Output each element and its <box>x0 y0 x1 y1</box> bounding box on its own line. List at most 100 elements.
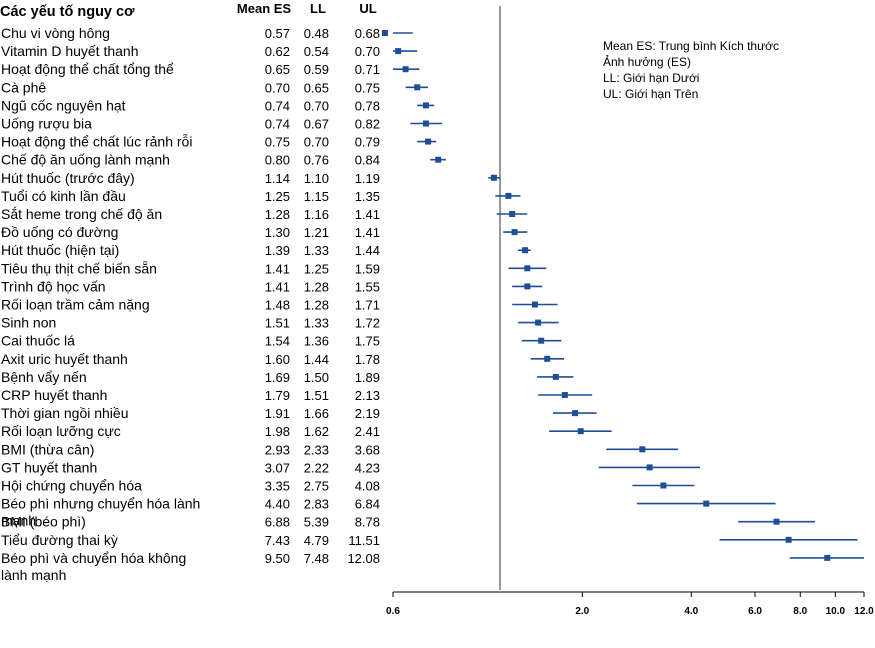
row-ll: 1.44 <box>304 352 329 367</box>
row-label: Béo phì và chuyển hóa không lành mạnh <box>1 550 186 583</box>
row-label: Đồ uống có đường <box>1 224 118 240</box>
row-ll: 1.62 <box>304 424 329 439</box>
effect-point <box>435 156 442 163</box>
row-ul: 1.41 <box>355 207 380 222</box>
forest-row: Chu vi vòng hông 0.57 0.48 0.68 <box>1 25 413 41</box>
forest-row: Trình độ học vấn 1.41 1.28 1.55 <box>1 278 543 294</box>
row-mean-es: 1.14 <box>265 171 290 186</box>
effect-point <box>414 84 421 91</box>
forest-row: Bệnh vẩy nến 1.69 1.50 1.89 <box>1 369 574 385</box>
legend: Mean ES: Trung bình Kích thước Ảnh hưởng… <box>603 39 779 101</box>
row-ul: 1.78 <box>355 352 380 367</box>
row-mean-es: 1.25 <box>265 189 290 204</box>
row-mean-es: 0.70 <box>265 80 290 95</box>
x-tick-label: 0.6 <box>386 606 400 617</box>
row-ll: 2.33 <box>304 442 329 457</box>
forest-row: Hoạt động thể chất tổng thể 0.65 0.59 0.71 <box>1 61 420 77</box>
row-mean-es: 6.88 <box>265 515 290 530</box>
forest-row: Tiểu đường thai kỳ 7.43 4.79 11.51 <box>1 532 858 548</box>
row-label: Uống rượu bia <box>1 116 92 132</box>
row-ll: 0.59 <box>304 62 329 77</box>
effect-point <box>422 102 429 109</box>
effect-point <box>505 192 512 199</box>
forest-row: Hoạt động thể chất lúc rảnh rỗi 0.75 0.70 0… <box>1 134 437 150</box>
row-label: Bệnh vẩy nến <box>1 369 87 385</box>
effect-point <box>646 464 653 471</box>
forest-row: Đồ uống có đường 1.30 1.21 1.41 <box>1 224 528 240</box>
row-label: Vitamin D huyết thanh <box>1 43 139 59</box>
forest-row: Hút thuốc (trước đây) 1.14 1.10 1.19 <box>1 170 501 186</box>
row-label: Tuổi có kinh lần đầu <box>1 188 126 204</box>
forest-row: Vitamin D huyết thanh 0.62 0.54 0.70 <box>1 43 418 59</box>
forest-rows: Chu vi vòng hông 0.57 0.48 0.68 Vitamin D hu… <box>1 25 864 583</box>
row-mean-es: 1.98 <box>265 424 290 439</box>
row-ul: 0.79 <box>355 135 380 150</box>
effect-point <box>531 301 538 308</box>
forest-row: Chế độ ăn uống lành mạnh 0.80 0.76 0.84 <box>1 152 446 168</box>
effect-point <box>522 247 529 254</box>
row-ul: 2.41 <box>355 424 380 439</box>
effect-point <box>785 536 792 543</box>
row-label: Thời gian ngồi nhiều <box>1 405 129 421</box>
row-mean-es: 0.57 <box>265 26 290 41</box>
x-tick-label: 4.0 <box>684 606 698 617</box>
header-mean-es: Mean ES <box>237 1 292 16</box>
row-mean-es: 1.54 <box>265 334 290 349</box>
forest-row: Sắt heme trong chế độ ăn 1.28 1.16 1.41 <box>1 206 528 222</box>
forest-row: GT huyết thanh 3.07 2.22 4.23 <box>1 459 701 475</box>
row-label: Hoạt động thể chất tổng thể <box>1 61 174 77</box>
effect-point <box>544 355 551 362</box>
row-label: Axit uric huyết thanh <box>1 351 128 367</box>
row-label: Trình độ học vấn <box>1 278 106 294</box>
row-ul: 8.78 <box>355 515 380 530</box>
row-mean-es: 0.74 <box>265 117 290 132</box>
row-label: Ngũ cốc nguyên hạt <box>1 97 126 113</box>
effect-point <box>425 138 432 145</box>
effect-point <box>639 446 646 453</box>
effect-point <box>511 229 518 236</box>
row-mean-es: 1.48 <box>265 298 290 313</box>
forest-row: Cai thuốc lá 1.54 1.36 1.75 <box>1 333 562 349</box>
x-axis-ticks: 0.6 2.0 4.0 6.0 8.0 10.0 12.0 <box>386 592 874 617</box>
legend-line-2: Ảnh hưởng (ES) <box>603 54 691 69</box>
row-ul: 2.13 <box>355 388 380 403</box>
row-mean-es: 1.28 <box>265 207 290 222</box>
row-label: GT huyết thanh <box>1 459 97 475</box>
row-mean-es: 4.40 <box>265 497 290 512</box>
row-label: Chu vi vòng hông <box>1 25 110 41</box>
row-ul: 6.84 <box>355 497 380 512</box>
row-ll: 1.28 <box>304 279 329 294</box>
row-ll: 0.48 <box>304 26 329 41</box>
row-mean-es: 1.91 <box>265 406 290 421</box>
effect-point <box>577 428 584 435</box>
row-ll: 1.21 <box>304 225 329 240</box>
row-ll: 0.76 <box>304 153 329 168</box>
effect-point <box>552 373 559 380</box>
x-tick-label: 10.0 <box>826 606 846 617</box>
forest-row: Rối loạn lưỡng cực 1.98 1.62 2.41 <box>1 423 612 439</box>
forest-row: Tuổi có kinh lần đầu 1.25 1.15 1.35 <box>1 188 521 204</box>
forest-row: Hội chứng chuyển hóa 3.35 2.75 4.08 <box>1 478 695 494</box>
forest-row: Axit uric huyết thanh 1.60 1.44 1.78 <box>1 351 564 367</box>
row-ll: 2.83 <box>304 497 329 512</box>
row-label: Rối loạn trầm cảm nặng <box>1 297 150 313</box>
row-ul: 1.72 <box>355 316 380 331</box>
row-label: Hút thuốc (hiện tại) <box>1 242 119 258</box>
row-label: Hoạt động thể chất lúc rảnh rỗi <box>1 134 192 150</box>
forest-row: Béo phì và chuyển hóa không lành mạnh 9.50… <box>1 550 864 583</box>
row-ll: 1.66 <box>304 406 329 421</box>
forest-row: Uống rượu bia 0.74 0.67 0.82 <box>1 116 443 132</box>
row-label: BMI (béo phì) <box>1 514 86 530</box>
row-mean-es: 0.74 <box>265 98 290 113</box>
row-ul: 0.84 <box>355 153 380 168</box>
row-mean-es: 1.60 <box>265 352 290 367</box>
row-ll: 0.70 <box>304 135 329 150</box>
row-ul: 0.78 <box>355 98 380 113</box>
row-ll: 1.10 <box>304 171 329 186</box>
row-mean-es: 2.93 <box>265 442 290 457</box>
row-mean-es: 1.79 <box>265 388 290 403</box>
row-ll: 0.67 <box>304 117 329 132</box>
row-mean-es: 0.62 <box>265 44 290 59</box>
forest-row: Cà phê 0.70 0.65 0.75 <box>1 79 429 95</box>
effect-point <box>561 392 568 398</box>
